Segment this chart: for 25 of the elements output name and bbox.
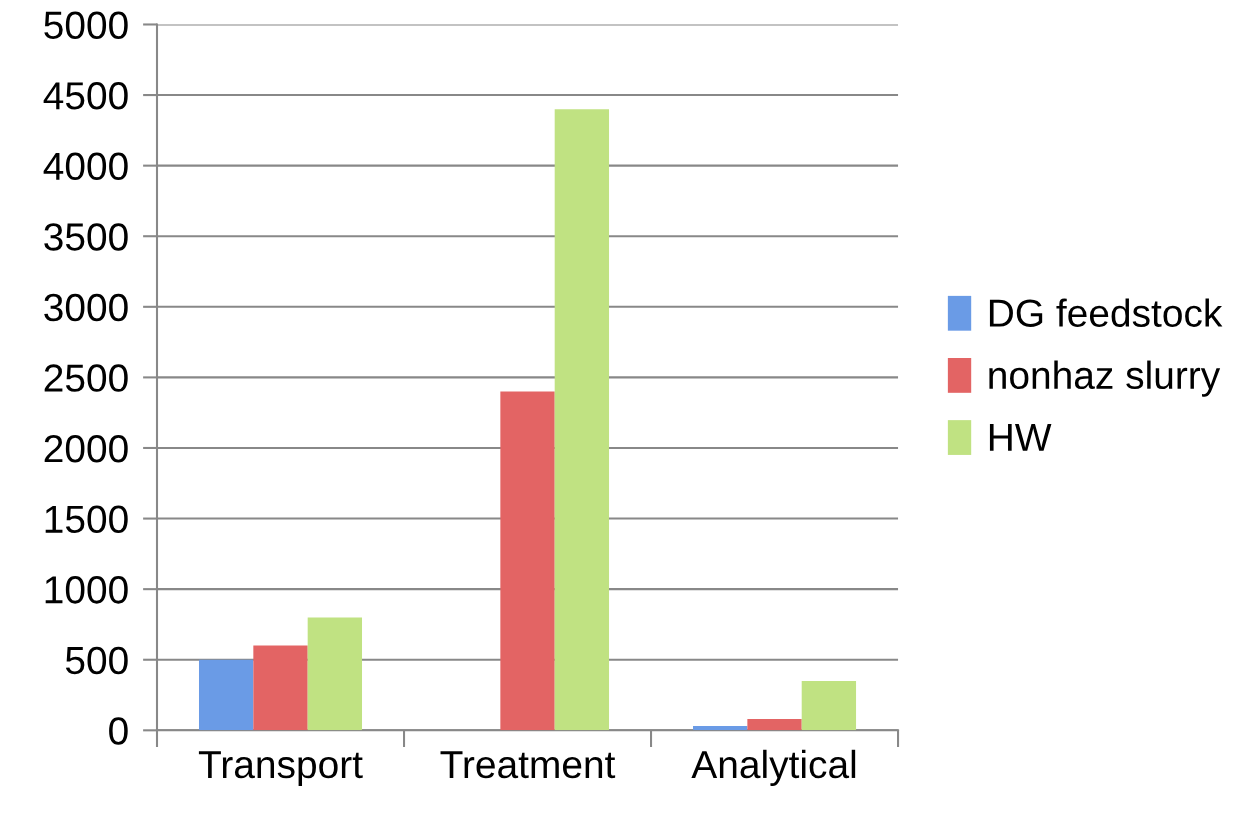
y-tick-label: 3500: [44, 223, 128, 251]
bar: [747, 719, 802, 731]
x-tick-label: Analytical: [691, 749, 856, 787]
y-tick-label: 2000: [44, 434, 128, 463]
bar: [198, 659, 254, 731]
bar: [500, 391, 555, 731]
bar: [554, 109, 610, 731]
y-tick-label: 1500: [45, 505, 128, 534]
bar: [307, 617, 363, 731]
y-tick-label: 4000: [43, 152, 128, 181]
y-tick-label: 5000: [44, 11, 128, 39]
x-tick-label: Transport: [198, 751, 363, 787]
legend-label: nonhaz slurry: [989, 360, 1221, 397]
y-tick-label: 4500: [43, 82, 128, 110]
y-tick-label: 0: [109, 717, 128, 745]
legend-label: HW: [989, 424, 1052, 451]
x-tick-label: Treatment: [440, 751, 616, 779]
y-tick-label: 500: [65, 646, 128, 675]
y-tick-label: 1000: [45, 576, 128, 604]
bar: [801, 680, 857, 731]
bar: [693, 726, 748, 731]
bar: [253, 645, 308, 731]
legend-label: DG feedstock: [989, 298, 1223, 327]
y-tick-label: 3000: [44, 293, 128, 322]
y-tick-label: 2500: [44, 364, 128, 392]
